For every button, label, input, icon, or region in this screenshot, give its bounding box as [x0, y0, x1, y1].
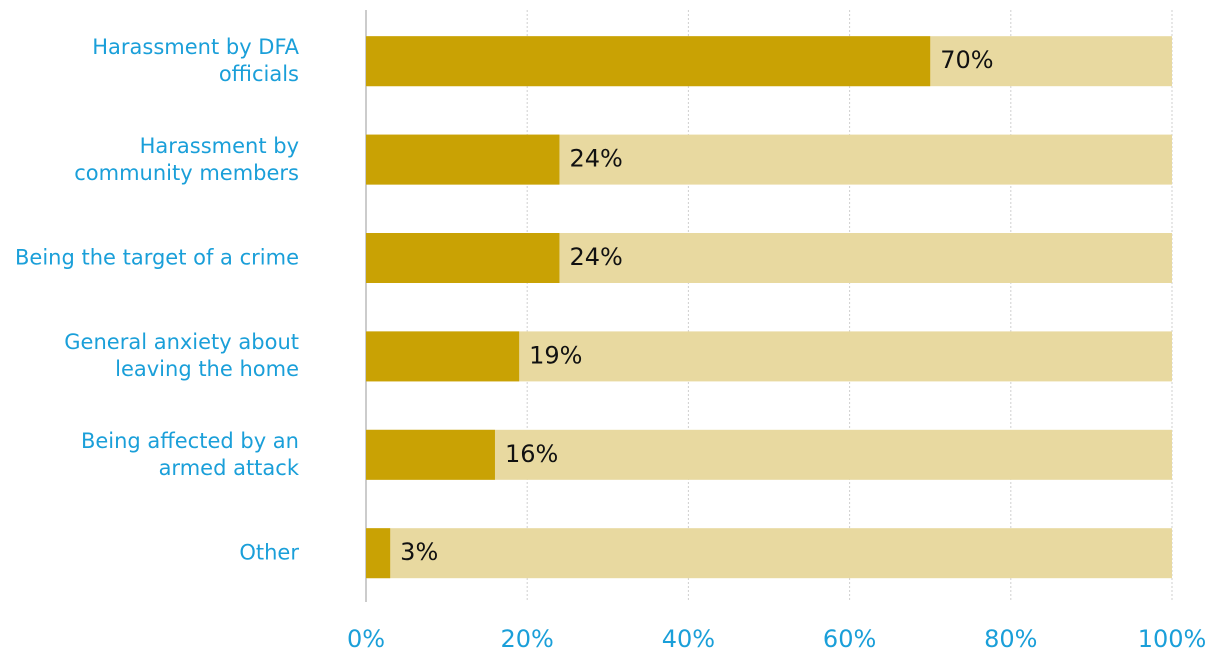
- y-tick-label: General anxiety about leaving the home: [64, 330, 299, 382]
- y-tick-label: Other: [239, 540, 299, 565]
- y-tick-label: Being the target of a crime: [15, 245, 299, 270]
- x-tick-label: 100%: [1138, 625, 1205, 653]
- value-label: 16%: [505, 440, 558, 468]
- value-label: 24%: [569, 243, 622, 271]
- x-tick-label: 40%: [662, 625, 715, 653]
- track: [366, 528, 1172, 579]
- bar: [366, 134, 560, 185]
- x-tick-label: 60%: [823, 625, 876, 653]
- x-tick-label: 20%: [501, 625, 554, 653]
- y-tick-label: Being affected by an armed attack: [80, 428, 299, 480]
- bar: [366, 331, 520, 382]
- bar: [366, 36, 931, 87]
- bar: [366, 233, 560, 283]
- value-label: 19%: [529, 341, 582, 369]
- bar: [366, 528, 391, 579]
- y-tick-label: Harassment by DFA officials: [92, 35, 299, 87]
- x-tick-label: 80%: [984, 625, 1037, 653]
- value-label: 24%: [569, 145, 622, 173]
- x-tick-label: 0%: [347, 625, 385, 653]
- track: [366, 429, 1172, 480]
- y-tick-label: Harassment by community members: [74, 133, 299, 185]
- bar: [366, 429, 495, 480]
- value-label: 70%: [940, 46, 993, 74]
- value-label: 3%: [400, 538, 438, 566]
